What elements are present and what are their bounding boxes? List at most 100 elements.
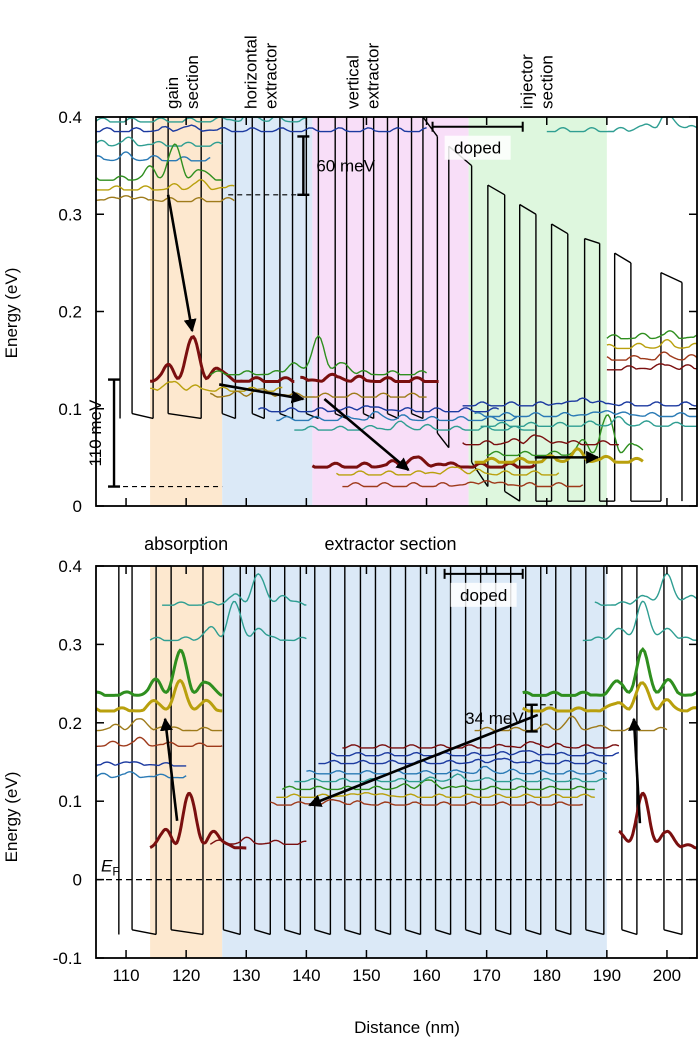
wavefunction-curve <box>480 415 697 427</box>
wavefunction-curve <box>306 765 608 775</box>
wavefunction-curve <box>582 600 697 642</box>
wavefunction-curve <box>95 195 235 203</box>
x-tick-label: 140 <box>292 966 320 985</box>
wavefunction-curve <box>281 779 595 791</box>
well-bottom <box>168 412 202 420</box>
doped-label: doped <box>460 586 507 605</box>
wavefunction-curve <box>294 420 535 431</box>
well-bottom <box>363 412 374 420</box>
section-label: horizontalextractor <box>241 35 280 109</box>
wavefunction-curve <box>342 740 620 749</box>
shaded-region <box>468 117 607 506</box>
energy-spacing-label: 34 meV <box>465 709 524 728</box>
section-label: extractor section <box>324 534 456 554</box>
shaded-region <box>222 566 607 958</box>
well-bottom <box>314 929 331 936</box>
wavefunction-curve <box>606 338 698 350</box>
barrier-top <box>422 116 438 137</box>
section-label: injectorsection <box>518 54 557 109</box>
y-tick-label: 0.3 <box>58 205 82 224</box>
y-tick-label: 0 <box>73 871 82 890</box>
well-bottom <box>405 929 421 936</box>
well-bottom <box>221 412 236 420</box>
bottom-y-axis-label: Energy (eV) <box>2 772 21 863</box>
transition-arrow <box>166 194 197 333</box>
wavefunction-curve <box>95 678 223 713</box>
section-label: verticalextractor <box>343 43 382 109</box>
y-tick-label: 0.2 <box>58 303 82 322</box>
y-tick-label: 0 <box>73 497 82 516</box>
bottom-panel: 34 meV doped EF -0.1 0 0.1 0.2 0.3 0.4 110 120 130 1… <box>53 534 698 985</box>
wavefunction-curve <box>95 143 223 181</box>
transition-arrow <box>628 717 642 824</box>
well-bottom <box>223 929 241 936</box>
wavefunction-curve <box>606 330 698 340</box>
wavefunction-curve <box>522 681 698 713</box>
wavefunction-curve <box>258 405 499 413</box>
wavefunction-curve <box>95 151 211 162</box>
wavefunction-curve <box>96 736 223 747</box>
x-tick-label: 110 <box>112 966 139 985</box>
wavefunction-curve <box>618 791 697 850</box>
well-bottom <box>254 929 271 936</box>
y-tick-label: 0.4 <box>58 108 82 127</box>
wavefunction-curve <box>318 757 607 765</box>
wavefunction-curve <box>522 646 698 697</box>
wavefunctions <box>95 116 698 488</box>
y-tick-label: 0.4 <box>58 557 82 576</box>
well-bottom <box>525 929 541 936</box>
well-bottom <box>375 929 391 936</box>
x-axis-label: Distance (nm) <box>354 1018 460 1037</box>
wavefunction-curve <box>336 466 560 476</box>
shaded-region <box>150 117 223 506</box>
x-tick-label: 170 <box>472 966 500 985</box>
well-bottom <box>435 929 451 936</box>
wavefunction-curve <box>311 455 536 469</box>
plot-frame <box>95 565 698 959</box>
top-y-axis-label: Energy (eV) <box>2 268 21 359</box>
wavefunction-curve <box>594 573 698 606</box>
well-bottom <box>436 432 450 449</box>
well-bottom <box>465 929 481 936</box>
doped-label-bg <box>444 135 511 160</box>
well-bottom <box>131 412 154 420</box>
doped-label-bg <box>450 582 517 607</box>
x-tick-label: 130 <box>232 966 260 985</box>
wavefunction-curve <box>95 648 223 697</box>
well-bottom <box>411 412 424 420</box>
transition-arrow <box>323 398 410 472</box>
energy-spacing-label: 60 meV <box>316 157 375 176</box>
well-bottom <box>504 490 521 502</box>
y-tick-label: 0.2 <box>58 714 82 733</box>
well-bottom <box>284 929 301 936</box>
wavefunction-curve <box>462 397 697 407</box>
band-edge <box>118 565 683 936</box>
wavefunction-curve <box>300 372 439 383</box>
barrier-top <box>551 223 569 235</box>
well-bottom <box>387 412 399 420</box>
x-tick-label: 160 <box>412 966 440 985</box>
x-tick-label: 180 <box>533 966 561 985</box>
transition-arrow <box>160 717 179 821</box>
shaded-region <box>150 566 223 958</box>
well-bottom <box>585 929 605 936</box>
wavefunction-curve <box>606 351 698 361</box>
wavefunction-curve <box>462 434 619 446</box>
wavefunction-curve <box>294 773 607 783</box>
wavefunction-curve <box>606 363 698 371</box>
x-tick-label: 120 <box>172 966 200 985</box>
well-bottom <box>306 412 319 420</box>
well-bottom <box>251 412 265 420</box>
section-label: absorption <box>144 534 228 554</box>
wavefunction-curve <box>276 410 518 422</box>
wavefunction-curve <box>209 334 427 376</box>
x-tick-label: 150 <box>352 966 380 985</box>
well-bottom <box>344 929 361 936</box>
wavefunction-curve <box>149 600 307 642</box>
wavefunction-curve <box>96 178 235 191</box>
barrier-top <box>519 203 537 215</box>
wavefunction-curve <box>210 836 307 845</box>
wavefunction-curve <box>150 335 295 383</box>
shaded-region <box>312 117 469 506</box>
